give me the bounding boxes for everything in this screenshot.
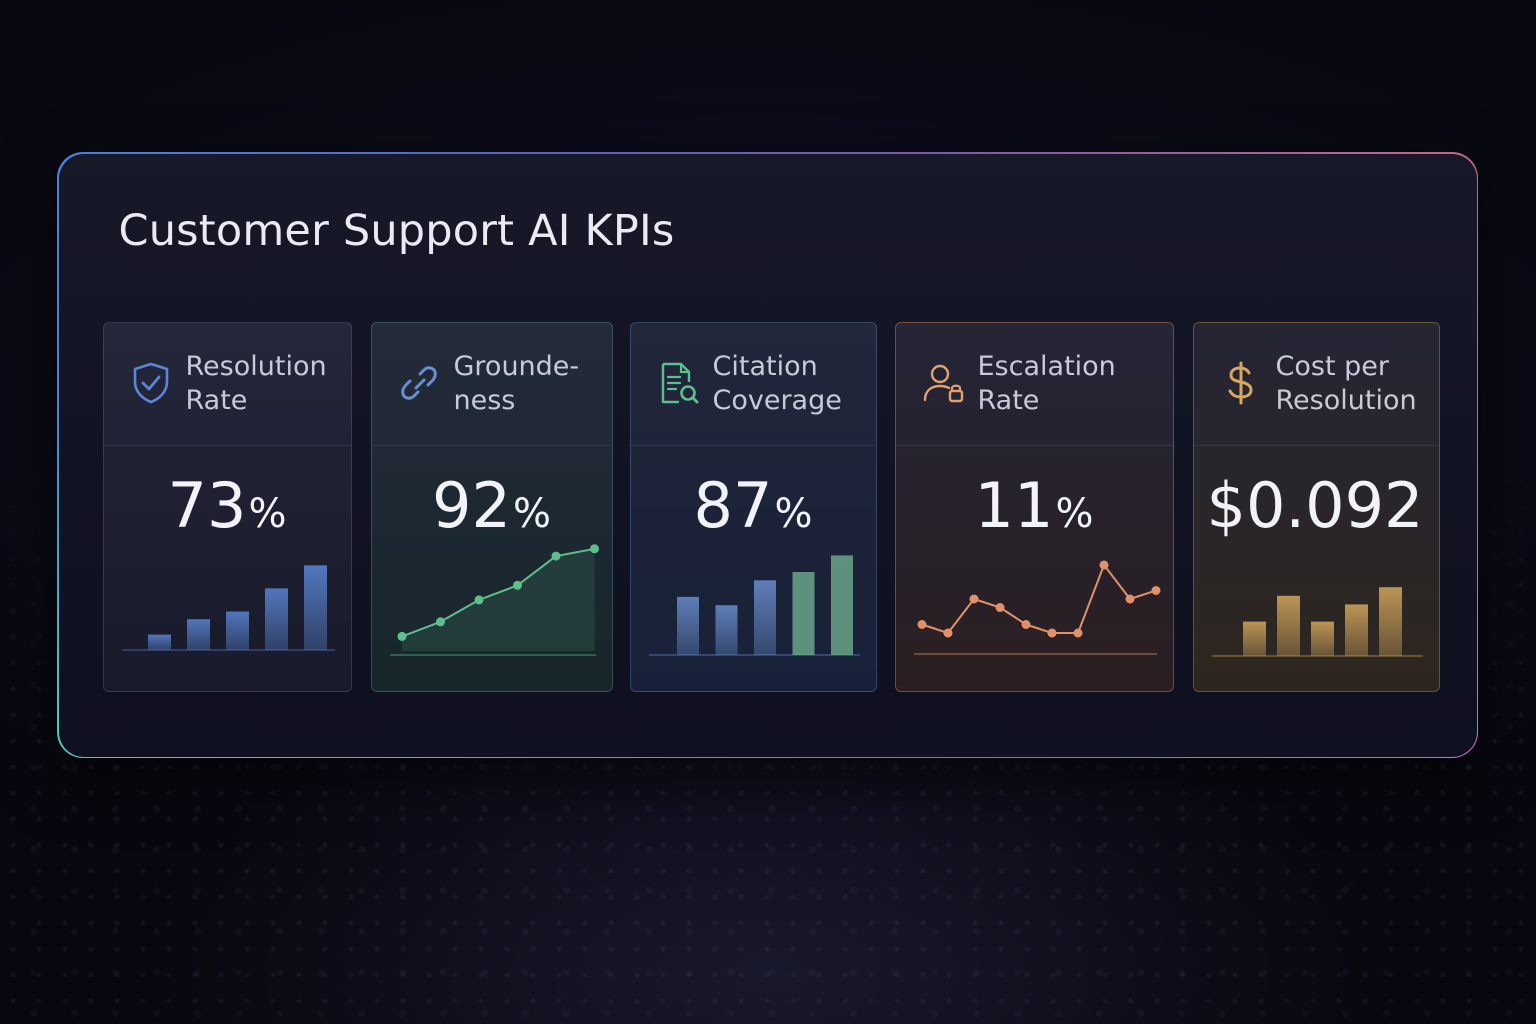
page-title: Customer Support AI KPIs — [118, 205, 675, 256]
chart-bar — [676, 596, 699, 655]
chart-point — [917, 619, 926, 629]
kpi-value: 73% — [167, 468, 287, 542]
shield-check-icon — [133, 362, 168, 403]
chart-point — [1099, 560, 1108, 569]
kpi-card-cost-per-resolution[interactable]: Cost per Resolution $0.092 — [1192, 321, 1440, 692]
chart-bar — [225, 611, 249, 650]
kpi-value: 11% — [974, 468, 1094, 542]
chart-bar — [1276, 595, 1300, 656]
document-search-icon — [661, 362, 698, 403]
chart-point — [512, 580, 522, 590]
kpi-label: Escalation Rate — [977, 350, 1116, 416]
chart-point — [1151, 585, 1160, 595]
kpi-card-header: Resolution Rate — [103, 323, 351, 446]
kpi-value: 92% — [432, 468, 551, 542]
kpi-card-citation-coverage[interactable]: Citation Coverage 87% — [629, 321, 877, 692]
chart-bar — [1242, 621, 1266, 656]
chart-point — [1047, 628, 1056, 637]
kpi-card-groundedness[interactable]: Grounde-ness 92% — [370, 321, 613, 692]
chart-bar — [792, 571, 814, 655]
chart-point — [943, 628, 952, 637]
kpi-card-header: Citation Coverage — [630, 323, 876, 446]
kpi-card-header: Cost per Resolution — [1193, 323, 1439, 446]
kpi-sparkline-chart — [121, 564, 335, 651]
kpi-panel-inner: Customer Support AI KPIs Resolution Rate… — [58, 153, 1477, 757]
chart-point — [474, 594, 483, 604]
kpi-card-escalation-rate[interactable]: Escalation Rate 11% — [894, 321, 1174, 692]
chart-point — [551, 551, 560, 561]
kpi-sparkline-chart — [389, 543, 599, 656]
chart-point — [589, 543, 599, 553]
chart-point — [397, 631, 406, 641]
chart-bar — [753, 579, 776, 655]
kpi-sparkline-chart — [648, 554, 860, 656]
kpi-label: Citation Coverage — [712, 350, 842, 416]
kpi-value: $0.092 — [1206, 468, 1424, 542]
chart-bar — [147, 634, 171, 650]
chart-point — [435, 616, 445, 626]
chart-point — [969, 594, 978, 603]
kpi-panel: Customer Support AI KPIs Resolution Rate… — [57, 152, 1478, 758]
link-icon — [400, 365, 437, 400]
chart-point — [1125, 594, 1134, 603]
user-lock-icon — [923, 364, 963, 402]
kpi-card-resolution-rate[interactable]: Resolution Rate 73% — [102, 321, 352, 692]
chart-point — [1021, 619, 1030, 629]
chart-bar — [186, 618, 210, 650]
chart-point — [1073, 628, 1082, 637]
kpi-card-header: Grounde-ness — [371, 323, 612, 446]
chart-point — [995, 602, 1004, 612]
chart-line — [401, 547, 595, 637]
kpi-label: Resolution Rate — [185, 350, 327, 416]
chart-bar — [830, 554, 853, 655]
dollar-icon — [1228, 361, 1253, 404]
kpi-sparkline-chart — [1211, 586, 1423, 657]
chart-bar — [264, 587, 288, 650]
chart-bar — [715, 604, 737, 655]
chart-area — [401, 548, 594, 651]
kpi-card-header: Escalation Rate — [895, 323, 1173, 446]
kpi-label: Cost per Resolution — [1275, 350, 1417, 416]
chart-bar — [303, 564, 327, 650]
kpi-value: 87% — [693, 468, 813, 542]
chart-line — [921, 563, 1156, 634]
chart-bar — [1378, 586, 1402, 656]
kpi-sparkline-chart — [913, 560, 1160, 655]
chart-bar — [1310, 621, 1334, 656]
kpi-label: Grounde-ness — [453, 350, 580, 416]
chart-bar — [1344, 603, 1368, 656]
